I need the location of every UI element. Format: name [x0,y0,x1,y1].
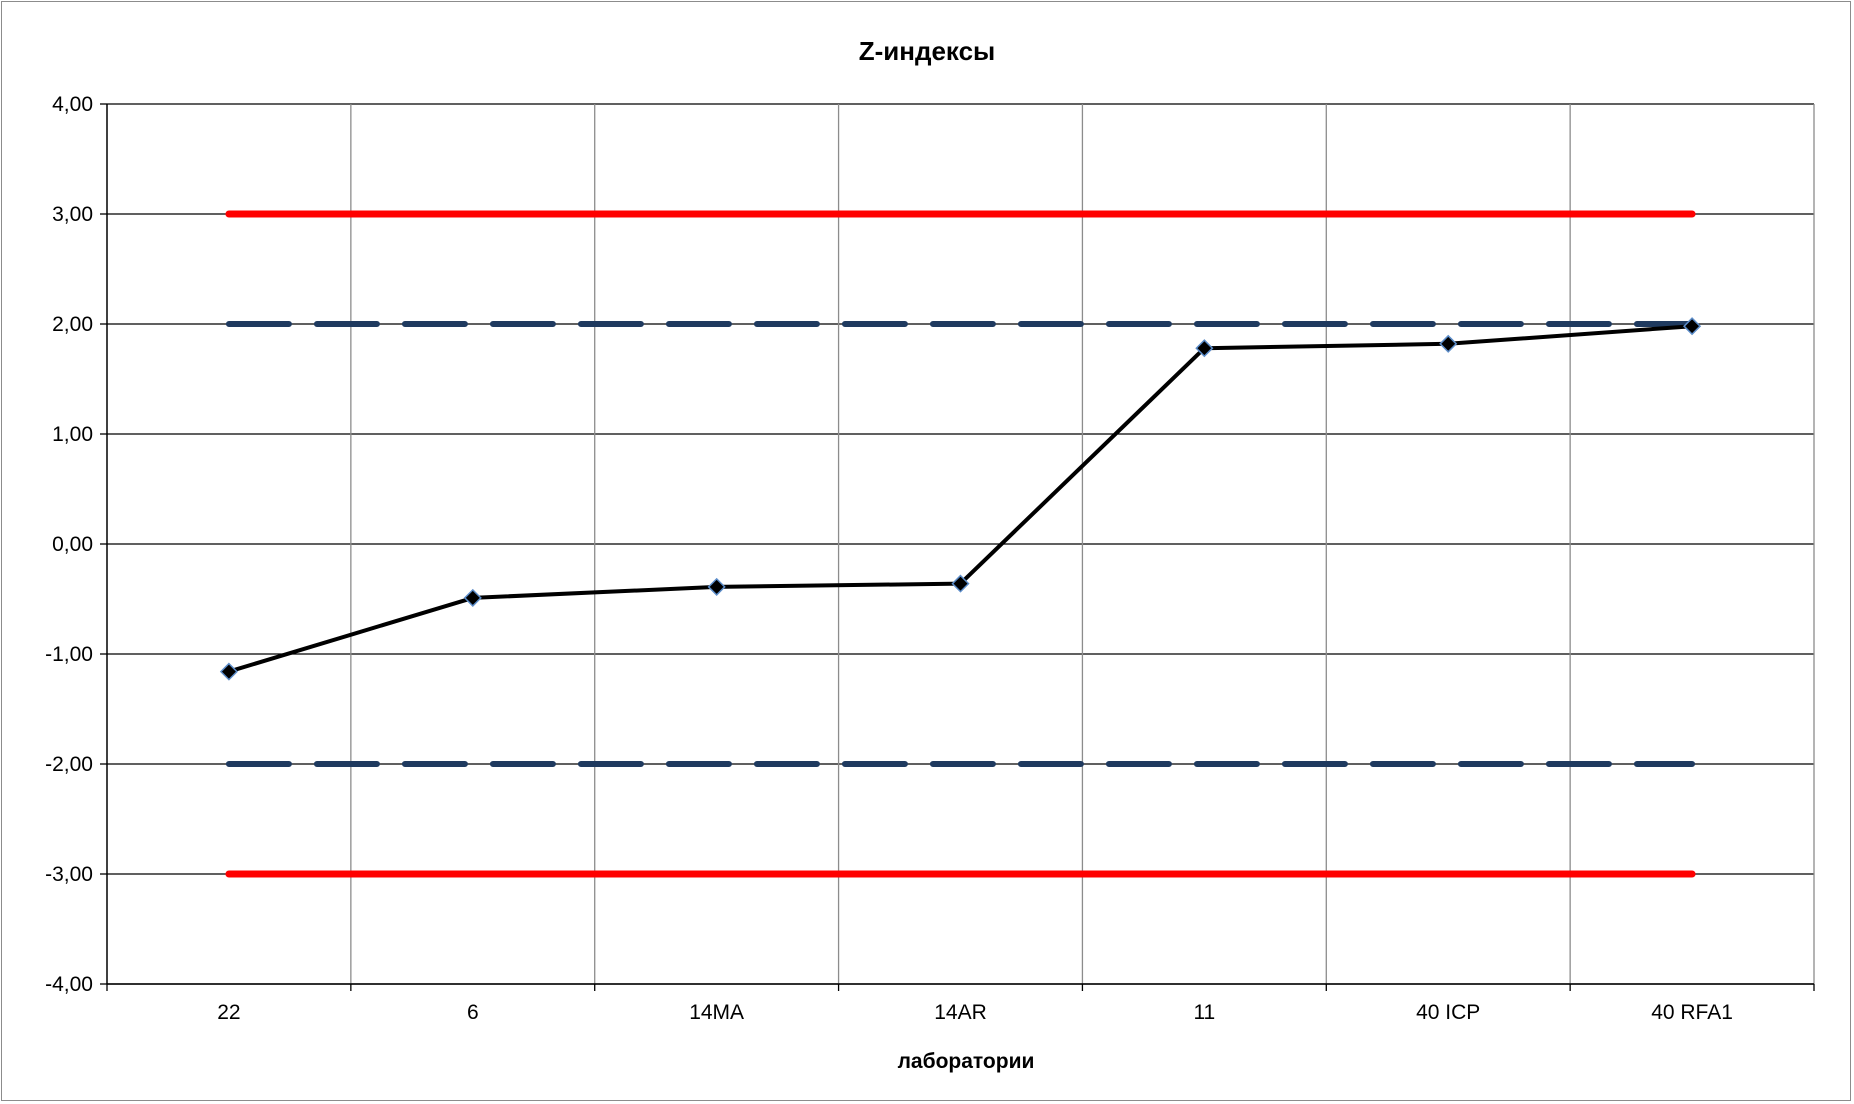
y-tick-label: 2,00 [52,313,93,336]
y-tick-label: 3,00 [52,203,93,226]
x-tick-label: 14MA [689,1001,744,1024]
z-score-line [228,324,1693,674]
data-point-marker [1195,339,1214,358]
x-tick-label: 11 [1193,1001,1215,1024]
x-axis-title: лаборатории [898,1050,1035,1073]
x-tick-label: 40 RFA1 [1651,1001,1733,1024]
series-group [219,210,1702,878]
y-tick-label: 1,00 [52,423,93,446]
y-tick-label: 4,00 [52,93,93,116]
data-point-marker [951,574,970,593]
data-point-marker [707,577,726,596]
y-tick-label: 0,00 [52,533,93,556]
y-tick-label: -1,00 [45,643,93,666]
x-tick-label: 40 ICP [1416,1001,1480,1024]
data-point-marker [1439,334,1458,353]
data-point-marker [1683,317,1702,336]
x-tick-label: 14AR [934,1001,987,1024]
axes [100,103,1815,991]
y-tick-label: -2,00 [45,753,93,776]
x-tick-label: 6 [467,1001,479,1024]
y-tick-label: -3,00 [45,863,93,886]
x-tick-labels: 22 6 14MA 14AR 11 40 ICP 40 RFA1 [217,1001,1733,1024]
y-tick-label: -4,00 [45,973,93,996]
chart-title: Z-индексы [859,36,996,66]
grid-lines [107,103,1815,985]
data-point-marker [463,588,482,607]
y-tick-labels: 4,00 3,00 2,00 1,00 0,00 -1,00 -2,00 -3,00 -4,00 [45,93,93,996]
x-tick-label: 22 [217,1001,240,1024]
data-point-marker [219,662,238,681]
